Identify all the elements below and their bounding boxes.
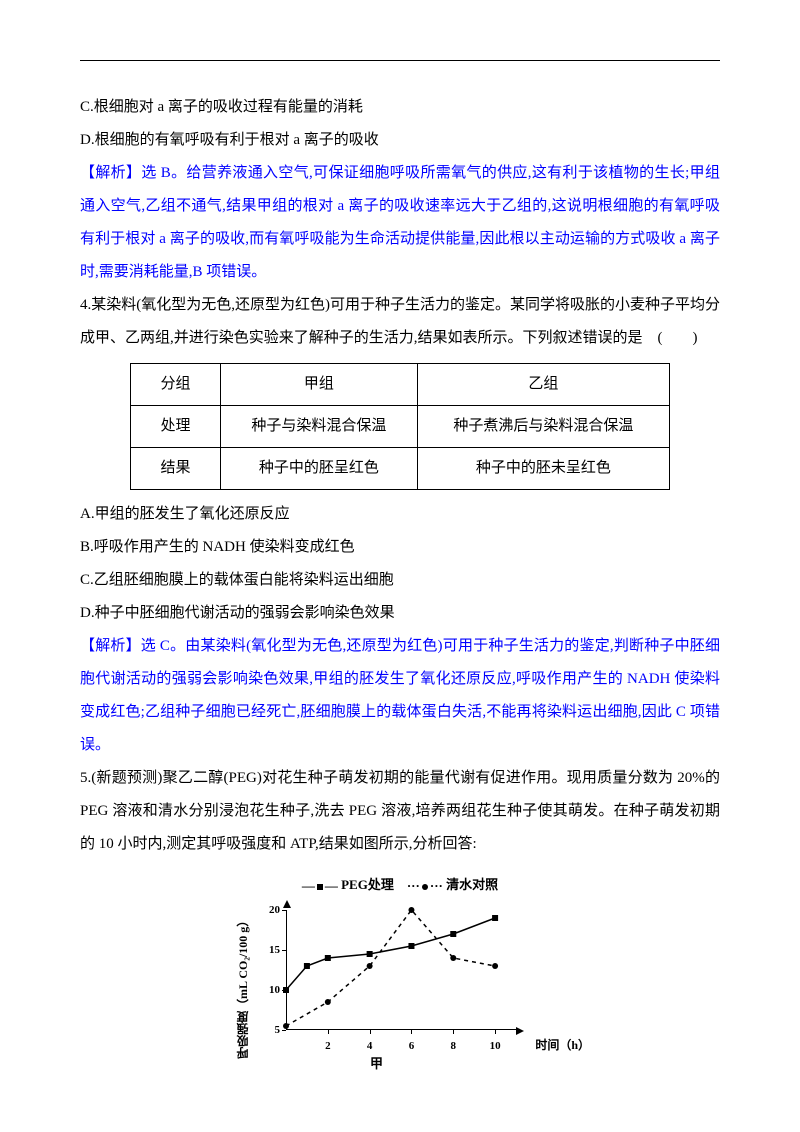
legend-peg: PEG处理	[341, 877, 394, 892]
table-row: 处理 种子与染料混合保温 种子煮沸后与染料混合保温	[131, 406, 670, 448]
chart-area: 呼吸强度（mL CO₂/100 g） 时间（h） 甲 5101520246810	[230, 902, 570, 1072]
table-cell: 结果	[131, 448, 221, 490]
experiment-table: 分组 甲组 乙组 处理 种子与染料混合保温 种子煮沸后与染料混合保温 结果 种子…	[130, 363, 670, 490]
table-cell: 分组	[131, 364, 221, 406]
y-tick: 5	[275, 1018, 281, 1042]
x-tick: 6	[409, 1034, 415, 1058]
y-tick: 20	[269, 898, 280, 922]
analysis-4: 【解析】选 C。由某染料(氧化型为无色,还原型为红色)可用于种子生活力的鉴定,判…	[80, 630, 720, 762]
q5-stem: 5.(新题预测)聚乙二醇(PEG)对花生种子萌发初期的能量代谢有促进作用。现用质…	[80, 762, 720, 861]
analysis-1: 【解析】选 B。给营养液通入空气,可保证细胞呼吸所需氧气的供应,这有利于该植物的…	[80, 157, 720, 289]
x-tick: 8	[451, 1034, 457, 1058]
x-tick: 4	[367, 1034, 373, 1058]
x-arrow-icon	[516, 1027, 524, 1035]
table-cell: 种子与染料混合保温	[221, 406, 418, 448]
q4-option-d: D.种子中胚细胞代谢活动的强弱会影响染色效果	[80, 597, 720, 630]
q4-option-a: A.甲组的胚发生了氧化还原反应	[80, 498, 720, 531]
table-row: 分组 甲组 乙组	[131, 364, 670, 406]
y-tick: 15	[269, 938, 280, 962]
q4-option-c: C.乙组胚细胞膜上的载体蛋白能将染料运出细胞	[80, 564, 720, 597]
table-cell: 种子中的胚呈红色	[221, 448, 418, 490]
table-cell: 种子煮沸后与染料混合保温	[417, 406, 669, 448]
x-tick: 2	[325, 1034, 331, 1058]
table-cell: 甲组	[221, 364, 418, 406]
x-tick: 10	[490, 1034, 501, 1058]
q4-option-b: B.呼吸作用产生的 NADH 使染料变成红色	[80, 531, 720, 564]
top-rule	[80, 60, 720, 61]
table-cell: 处理	[131, 406, 221, 448]
legend-water: 清水对照	[446, 877, 498, 892]
chart-legend: —— PEG处理 ······ 清水对照	[230, 871, 570, 900]
q4-stem: 4.某染料(氧化型为无色,还原型为红色)可用于种子生活力的鉴定。某同学将吸胀的小…	[80, 289, 720, 355]
option-c: C.根细胞对 a 离子的吸收过程有能量的消耗	[80, 91, 720, 124]
chart-panel: —— PEG处理 ······ 清水对照 呼吸强度（mL CO₂/100 g） …	[230, 871, 570, 1072]
table-cell: 乙组	[417, 364, 669, 406]
table-cell: 种子中的胚未呈红色	[417, 448, 669, 490]
chart-lines	[286, 910, 516, 1030]
y-tick: 10	[269, 978, 280, 1002]
x-axis-label-time: 时间（h）	[535, 1032, 590, 1058]
table-row: 结果 种子中的胚呈红色 种子中的胚未呈红色	[131, 448, 670, 490]
y-arrow-icon	[283, 900, 291, 908]
option-d: D.根细胞的有氧呼吸有利于根对 a 离子的吸收	[80, 124, 720, 157]
y-axis-label: 呼吸强度（mL CO₂/100 g）	[230, 902, 250, 1072]
